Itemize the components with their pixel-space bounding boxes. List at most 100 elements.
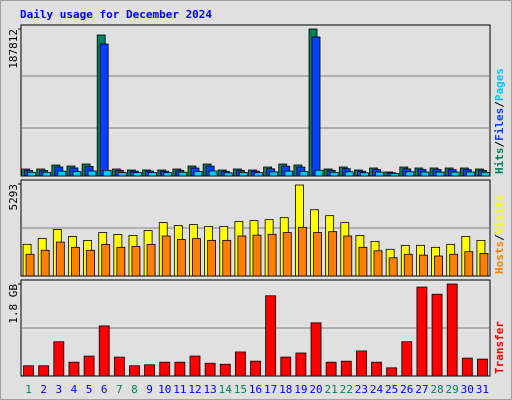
bar bbox=[27, 171, 36, 177]
bar bbox=[238, 171, 248, 177]
chart-title: Daily usage for December 2024 bbox=[20, 8, 212, 21]
bar bbox=[23, 365, 34, 377]
bar bbox=[434, 255, 443, 277]
legend-entry: Pages bbox=[493, 68, 506, 101]
bar bbox=[477, 358, 488, 377]
bar bbox=[329, 171, 339, 177]
bar bbox=[87, 170, 97, 177]
x-tick-label: 22 bbox=[340, 383, 353, 396]
bar bbox=[373, 250, 383, 277]
bar bbox=[176, 239, 186, 277]
bar bbox=[72, 171, 82, 177]
bar bbox=[252, 234, 262, 277]
bar bbox=[204, 362, 216, 377]
bar bbox=[148, 172, 157, 177]
x-tick-label: 29 bbox=[446, 383, 459, 396]
legend-entry: Files bbox=[493, 108, 506, 141]
bar bbox=[481, 171, 490, 177]
legend-entry: Hosts bbox=[493, 241, 506, 274]
bar bbox=[435, 171, 445, 177]
bar bbox=[358, 246, 368, 277]
bar bbox=[299, 171, 309, 177]
bar bbox=[53, 341, 65, 377]
bar bbox=[465, 171, 475, 177]
x-tick-label: 16 bbox=[249, 383, 262, 396]
bar bbox=[40, 249, 50, 277]
bar bbox=[449, 253, 459, 277]
x-tick-label: 1 bbox=[25, 383, 32, 396]
bar bbox=[102, 170, 112, 177]
bar bbox=[446, 283, 458, 377]
bar bbox=[295, 352, 307, 377]
bar bbox=[340, 360, 352, 377]
x-tick-label: 28 bbox=[430, 383, 443, 396]
bar bbox=[325, 361, 337, 377]
bar bbox=[405, 171, 415, 177]
x-tick-label: 25 bbox=[385, 383, 398, 396]
x-tick-label: 15 bbox=[234, 383, 247, 396]
bar bbox=[223, 172, 233, 177]
bar bbox=[311, 36, 321, 177]
legend-separator: / bbox=[493, 234, 506, 241]
bar bbox=[144, 364, 155, 377]
bar bbox=[297, 226, 307, 277]
bar bbox=[161, 235, 171, 277]
bar bbox=[388, 257, 398, 277]
bar bbox=[419, 254, 428, 277]
x-tick-label: 18 bbox=[279, 383, 292, 396]
x-tick-label: 23 bbox=[355, 383, 368, 396]
bar bbox=[250, 360, 261, 377]
legend: Hosts/Visits bbox=[493, 195, 506, 275]
bar bbox=[254, 172, 263, 177]
bar bbox=[371, 361, 382, 377]
bar bbox=[178, 171, 188, 177]
x-tick-label: 30 bbox=[461, 383, 474, 396]
bar bbox=[356, 350, 367, 377]
bar bbox=[386, 367, 398, 377]
x-tick-label: 7 bbox=[116, 383, 123, 396]
bar bbox=[267, 233, 277, 277]
y-max-label: 5293 bbox=[7, 184, 20, 211]
x-tick-label: 17 bbox=[264, 383, 277, 396]
bar bbox=[265, 295, 277, 377]
bar bbox=[284, 170, 294, 177]
bar bbox=[479, 253, 489, 277]
bar bbox=[98, 325, 110, 377]
bar bbox=[55, 241, 65, 277]
bar bbox=[189, 355, 201, 377]
x-tick-label: 26 bbox=[400, 383, 413, 396]
x-tick-label: 4 bbox=[71, 383, 78, 396]
bar bbox=[174, 361, 186, 377]
x-tick-label: 31 bbox=[476, 383, 489, 396]
bar bbox=[222, 239, 232, 277]
bar bbox=[431, 293, 443, 377]
bar bbox=[113, 356, 125, 377]
x-tick-label: 21 bbox=[325, 383, 338, 396]
x-tick-label: 13 bbox=[203, 383, 216, 396]
bar bbox=[131, 246, 141, 277]
bar bbox=[193, 170, 203, 177]
bar bbox=[280, 356, 292, 377]
bar bbox=[234, 351, 246, 377]
y-max-label: 187812 bbox=[7, 29, 20, 69]
panel-frame bbox=[20, 24, 491, 177]
bar bbox=[416, 286, 428, 377]
x-tick-label: 27 bbox=[415, 383, 428, 396]
legend-entry: Visits bbox=[493, 195, 506, 235]
bar bbox=[237, 235, 247, 277]
legend-separator: / bbox=[493, 101, 506, 108]
x-tick-label: 20 bbox=[309, 383, 322, 396]
bar bbox=[159, 361, 171, 377]
y-max-label: 1.8 GB bbox=[7, 284, 20, 324]
bar bbox=[464, 251, 474, 277]
bar bbox=[116, 246, 126, 277]
bar bbox=[313, 232, 322, 277]
legend: Transfer bbox=[493, 321, 506, 374]
bar bbox=[390, 173, 400, 177]
bar bbox=[133, 172, 142, 177]
x-tick-label: 12 bbox=[188, 383, 201, 396]
x-tick-label: 11 bbox=[173, 383, 186, 396]
bar bbox=[269, 171, 279, 177]
legend-entry: Hits bbox=[493, 148, 506, 175]
